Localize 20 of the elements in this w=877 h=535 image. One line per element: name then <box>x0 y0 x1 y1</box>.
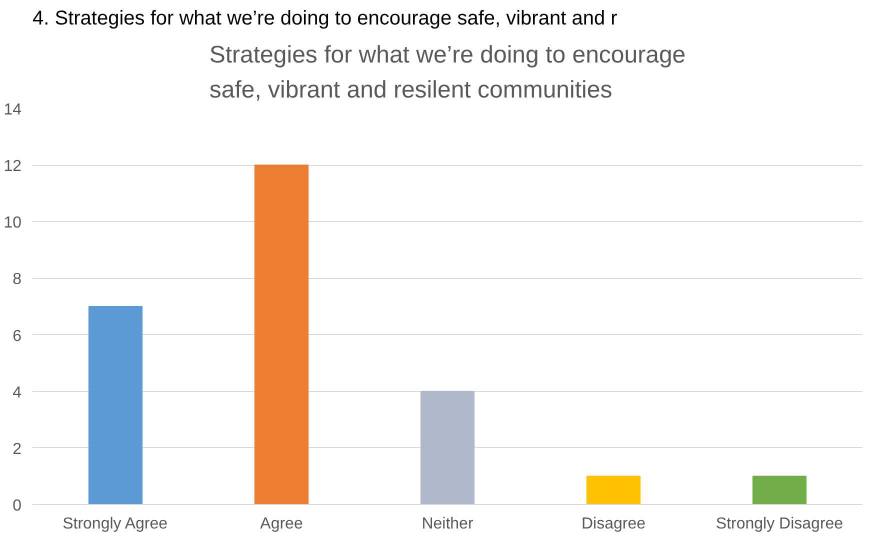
x-tick-label: Neither <box>422 516 474 532</box>
y-tick-label: 12 <box>4 158 22 176</box>
x-tick-label: Agree <box>260 516 303 532</box>
y-tick-label: 6 <box>12 328 22 345</box>
bar <box>752 476 807 504</box>
bar <box>88 306 143 504</box>
text: 4. Strategies for what we’re doing to encourage safe, vibrant and r <box>32 8 618 30</box>
y-tick-label: 0 <box>12 498 22 514</box>
bar <box>254 164 309 504</box>
bar <box>586 476 641 504</box>
y-tick-label: 2 <box>12 440 22 458</box>
x-tick-label: Disagree <box>581 516 646 532</box>
chart-title: Strategies for what we’re doing to encourage safe, vibrant and resilent communities <box>209 41 686 104</box>
y-tick-label: 4 <box>12 384 22 402</box>
y-tick-label: 8 <box>12 271 22 288</box>
y-tick-label: 10 <box>4 214 22 232</box>
x-tick-label: Strongly Disagree <box>716 516 844 532</box>
bar <box>420 390 475 504</box>
y-tick-label: 14 <box>4 102 22 118</box>
x-tick-label: Strongly Agree <box>62 516 168 532</box>
